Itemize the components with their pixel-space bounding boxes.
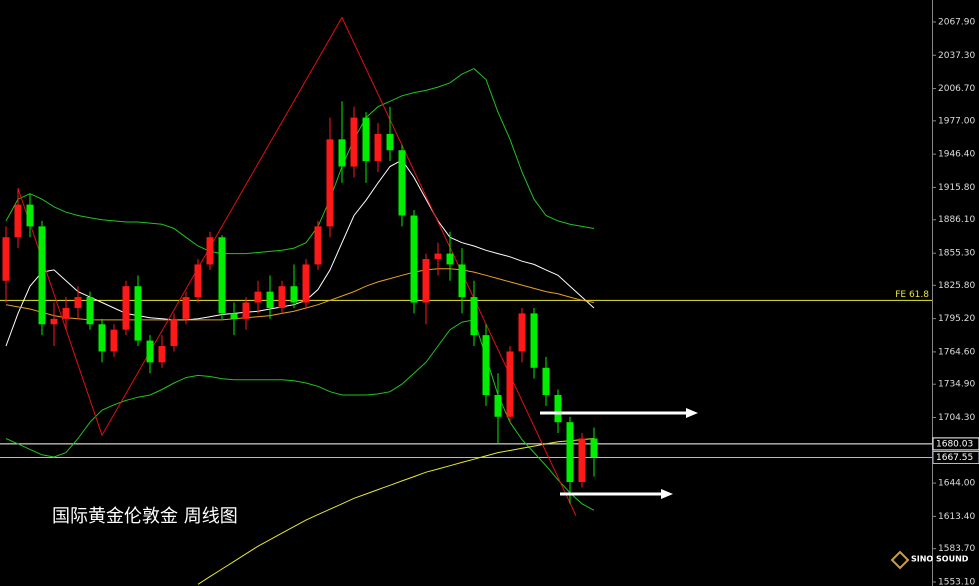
candle-body — [122, 286, 130, 330]
indicator-line — [5, 319, 595, 511]
candle-body — [14, 204, 22, 238]
candle-body — [350, 117, 358, 167]
y-tick-label: 1946.40 — [938, 150, 975, 160]
y-tick-label: 1855.30 — [938, 249, 975, 259]
indicator-line — [5, 268, 595, 321]
arrows — [540, 408, 698, 499]
candle-body — [62, 307, 70, 319]
indicator-line — [5, 68, 595, 255]
y-tick-label: 1825.80 — [938, 281, 975, 291]
candle-body — [374, 133, 382, 162]
logo: SINO SOUND — [911, 555, 969, 564]
y-tick-label: 1704.30 — [938, 413, 975, 423]
indicator-line — [197, 438, 595, 585]
candle-body — [386, 133, 394, 151]
y-tick-label: 1915.80 — [938, 183, 975, 193]
candle-body — [506, 351, 514, 417]
candle-body — [170, 318, 178, 347]
y-tick-label: 1644.00 — [938, 479, 975, 489]
price-tag-label: 1680.03 — [936, 439, 973, 449]
chart-title: 国际黄金伦敦金 周线图 — [52, 506, 238, 527]
candle-body — [182, 297, 190, 319]
candle-body — [518, 313, 526, 352]
arrow-head — [661, 489, 673, 499]
y-tick-label: 1886.10 — [938, 215, 975, 225]
fe-label: FE 61.8 — [895, 290, 929, 300]
candle-body — [362, 117, 370, 162]
candle-body — [290, 286, 298, 303]
candle-body — [38, 226, 46, 325]
candle-body — [218, 237, 226, 314]
candle-body — [74, 297, 82, 308]
candle-body — [50, 318, 58, 325]
y-tick-label: 1734.90 — [938, 380, 975, 390]
candle-body — [434, 253, 442, 260]
price-tag — [932, 450, 979, 464]
candle-body — [194, 264, 202, 298]
candle-body — [530, 313, 538, 368]
candle-body — [578, 438, 586, 483]
candle-body — [278, 286, 286, 308]
candle-body — [482, 335, 490, 395]
candle-body — [146, 340, 154, 363]
y-tick-label: 2006.70 — [938, 84, 975, 94]
candle-body — [266, 291, 274, 308]
price-tag — [932, 437, 979, 451]
candle-body — [446, 253, 454, 265]
candle-body — [98, 324, 106, 352]
candle-body — [86, 297, 94, 325]
candle-body — [158, 346, 166, 363]
candle-body — [338, 139, 346, 167]
y-tick-label: 1553.10 — [938, 577, 975, 586]
y-tick-label: 1764.60 — [938, 347, 975, 357]
candle-body — [326, 139, 334, 227]
candle-body — [110, 329, 118, 352]
candle-body — [494, 394, 502, 417]
y-tick-label: 1583.70 — [938, 544, 975, 554]
candle-body — [254, 291, 262, 303]
candle-body — [134, 286, 142, 341]
y-tick-label: 1795.20 — [938, 314, 975, 324]
candle-body — [2, 237, 10, 281]
candle-body — [554, 394, 562, 423]
candle-body — [206, 237, 214, 265]
candle-body — [542, 367, 550, 395]
y-tick-label: 1977.00 — [938, 116, 975, 126]
logo-mark — [890, 550, 910, 570]
arrow-head — [686, 408, 698, 418]
candle-body — [470, 297, 478, 336]
candle-body — [314, 226, 322, 265]
candle-body — [398, 150, 406, 216]
candle-body — [410, 215, 418, 303]
candle-body — [566, 422, 574, 483]
candle-body — [242, 302, 250, 319]
price-tag-label: 1667.55 — [936, 453, 973, 463]
candle-body — [590, 438, 598, 458]
candle-body — [230, 313, 238, 319]
candle-body — [422, 259, 430, 303]
candle-body — [302, 264, 310, 303]
y-tick-label: 2037.30 — [938, 51, 975, 61]
candle-body — [458, 264, 466, 298]
candle-body — [26, 204, 34, 227]
indicator-line — [5, 159, 595, 347]
y-tick-label: 1613.40 — [938, 512, 975, 522]
y-tick-label: 2067.90 — [938, 17, 975, 27]
